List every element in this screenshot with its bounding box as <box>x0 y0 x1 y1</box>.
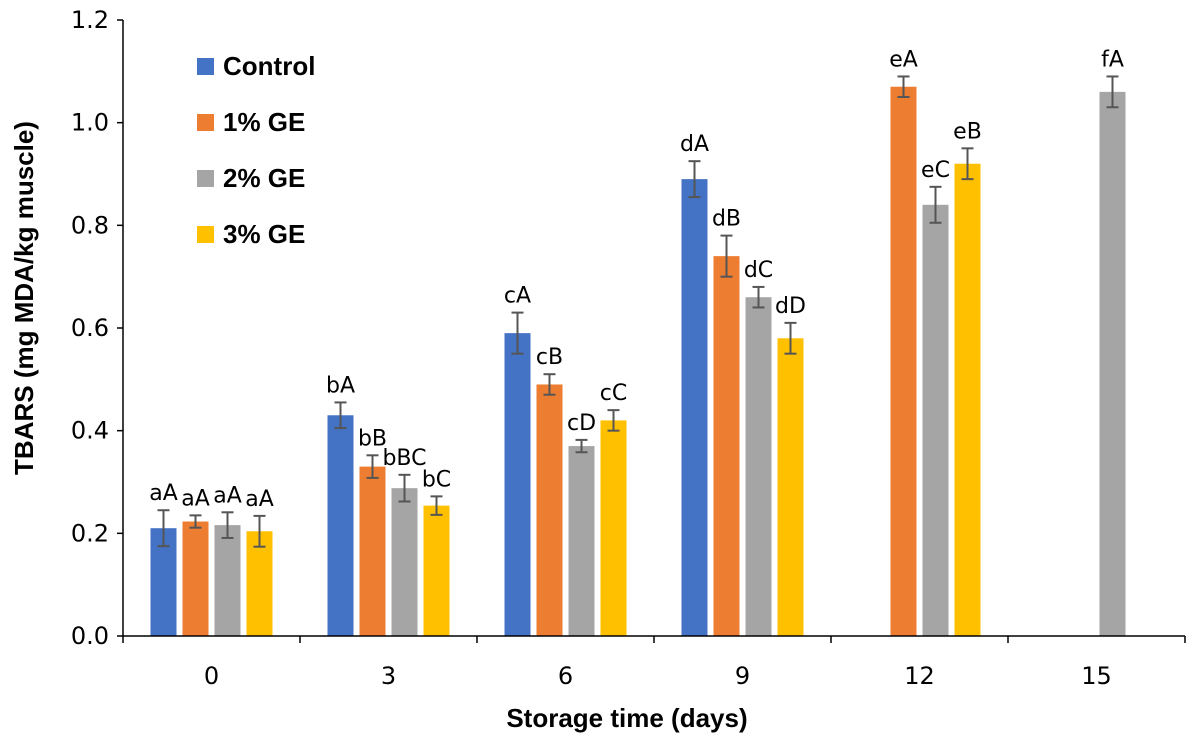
bar <box>681 179 708 636</box>
significance-label: bBC <box>382 446 426 471</box>
legend-label: 2% GE <box>223 163 305 193</box>
significance-label: dD <box>775 294 806 319</box>
bar <box>713 256 740 636</box>
x-tick-label: 3 <box>381 662 396 690</box>
significance-label: eB <box>953 119 982 144</box>
significance-label: dB <box>712 207 741 232</box>
x-axis-ticks: 0 3 6 9 12 15 <box>122 636 1186 690</box>
y-tick-label: 0.0 <box>71 622 109 650</box>
legend-swatch <box>197 170 214 187</box>
bar <box>568 446 595 636</box>
legend-label: 3% GE <box>223 219 305 249</box>
x-tick-label: 0 <box>204 662 219 690</box>
legend-swatch <box>197 114 214 131</box>
bar <box>423 505 450 636</box>
bar <box>391 488 418 636</box>
bar <box>182 521 209 636</box>
x-tick-label: 6 <box>558 662 573 690</box>
y-tick-label: 1.0 <box>71 109 109 137</box>
significance-label: bA <box>326 373 355 398</box>
y-tick-label: 0.6 <box>71 314 109 342</box>
legend-label: 1% GE <box>223 107 305 137</box>
significance-label: dA <box>680 132 709 157</box>
significance-label: fA <box>1101 47 1124 72</box>
significance-label: aA <box>245 487 274 512</box>
bar <box>922 204 949 637</box>
bar <box>359 466 386 636</box>
y-tick-label: 0.4 <box>71 417 109 445</box>
significance-label: cC <box>600 381 627 406</box>
legend-swatch <box>197 58 214 75</box>
bar <box>504 333 531 636</box>
significance-label: dC <box>744 258 773 283</box>
error-bars-group <box>157 75 1119 548</box>
significance-label: aA <box>213 483 242 508</box>
bar <box>536 384 563 636</box>
bars-group <box>150 86 1126 637</box>
significance-label: bB <box>358 426 387 451</box>
bar <box>214 525 241 636</box>
significance-label: cD <box>567 411 596 436</box>
x-tick-label: 12 <box>904 662 935 690</box>
bar <box>327 415 354 636</box>
y-axis-title: TBARS (mg MDA/kg muscle) <box>9 121 39 475</box>
bar <box>1099 91 1126 636</box>
bar <box>745 297 772 636</box>
x-tick-label: 9 <box>735 662 750 690</box>
x-axis-title: Storage time (days) <box>506 703 747 733</box>
significance-label: cA <box>504 284 531 309</box>
axes <box>122 20 1185 637</box>
bar <box>777 338 804 636</box>
significance-label: aA <box>149 481 178 506</box>
y-tick-label: 0.2 <box>71 519 109 547</box>
x-tick-label: 15 <box>1081 662 1112 690</box>
significance-labels-group: aA aA aA aAbAbBbBCbCcAcBcDcCdAdBdCdDeAeCeBf… <box>149 47 1124 511</box>
y-axis-ticks: 0.0 0.2 0.4 0.6 0.8 1.0 1.2 <box>71 6 123 650</box>
significance-label: aA <box>181 486 210 511</box>
y-tick-label: 0.8 <box>71 211 109 239</box>
legend: Control 1% GE 2% GE 3% GE <box>197 51 315 249</box>
significance-label: eC <box>921 158 950 183</box>
bar <box>890 86 917 636</box>
bar <box>246 531 273 636</box>
significance-label: bC <box>422 467 451 492</box>
y-tick-label: 1.2 <box>71 6 109 34</box>
bar <box>600 420 627 636</box>
significance-label: eA <box>889 47 918 72</box>
significance-label: cB <box>536 345 563 370</box>
legend-label: Control <box>223 51 315 81</box>
bar <box>954 163 981 636</box>
legend-swatch <box>197 226 214 243</box>
